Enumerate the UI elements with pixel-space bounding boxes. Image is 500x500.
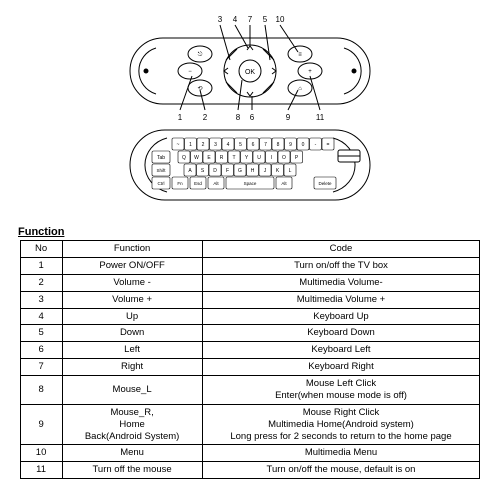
- svg-text:4: 4: [227, 142, 230, 148]
- svg-text:7: 7: [264, 142, 267, 148]
- table-row: 4UpKeyboard Up: [20, 308, 480, 325]
- svg-text:6: 6: [250, 113, 255, 122]
- callouts-top: 3 4 7 5 10: [218, 15, 285, 24]
- svg-text:8: 8: [236, 113, 241, 122]
- function-table: No Function Code 1Power ON/OFFTurn on/of…: [20, 240, 481, 479]
- svg-text:11: 11: [316, 113, 325, 122]
- svg-text:7: 7: [248, 15, 253, 24]
- svg-text:8: 8: [277, 142, 280, 148]
- svg-text:3: 3: [218, 15, 223, 24]
- table-row: 11Turn off the mouseTurn on/off the mous…: [20, 462, 480, 479]
- svg-text:5: 5: [239, 142, 242, 148]
- svg-text:Esd: Esd: [194, 181, 202, 186]
- svg-text:W: W: [194, 155, 199, 161]
- table-row: 6LeftKeyboard Left: [20, 342, 480, 359]
- device-diagram: OK ⎋ − ⟲ ≡ + ⌂: [10, 10, 490, 220]
- svg-text:4: 4: [233, 15, 238, 24]
- col-no: No: [20, 241, 62, 258]
- svg-text:F: F: [226, 168, 229, 174]
- svg-text:2: 2: [202, 142, 205, 148]
- table-row: 5DownKeyboard Down: [20, 325, 480, 342]
- svg-text:O: O: [282, 155, 286, 161]
- svg-text:Ctrl: Ctrl: [158, 181, 165, 186]
- section-title: Function: [18, 226, 490, 238]
- table-row: 1Power ON/OFFTurn on/off the TV box: [20, 257, 480, 274]
- svg-text:Fn: Fn: [177, 181, 183, 186]
- svg-text:R: R: [220, 155, 224, 161]
- svg-text:H: H: [251, 168, 255, 174]
- col-function: Function: [62, 241, 202, 258]
- svg-text:U: U: [257, 155, 261, 161]
- svg-text:Delete: Delete: [318, 181, 332, 186]
- svg-text:D: D: [213, 168, 217, 174]
- svg-text:⌂: ⌂: [298, 86, 302, 92]
- table-row: 3Volume +Multimedia Volume +: [20, 291, 480, 308]
- svg-text:Alt: Alt: [213, 181, 219, 186]
- svg-text:Q: Q: [182, 155, 186, 161]
- svg-text:9: 9: [286, 113, 291, 122]
- svg-text:T: T: [232, 155, 235, 161]
- svg-text:Space: Space: [244, 181, 257, 186]
- svg-text:Tab: Tab: [157, 155, 165, 161]
- table-row: 7RightKeyboard Right: [20, 359, 480, 376]
- svg-text:L: L: [289, 168, 292, 174]
- svg-text:0: 0: [302, 142, 305, 148]
- svg-text:9: 9: [289, 142, 292, 148]
- svg-text:−: −: [188, 69, 192, 75]
- callouts-bottom: 1 2 8 6 9 11: [178, 113, 325, 122]
- svg-text:Alt: Alt: [281, 181, 287, 186]
- svg-text:+: +: [308, 69, 312, 75]
- svg-text:1: 1: [189, 142, 192, 148]
- svg-text:1: 1: [178, 113, 183, 122]
- svg-text:5: 5: [263, 15, 268, 24]
- table-row: 9Mouse_R,HomeBack(Android System)Mouse R…: [20, 404, 480, 445]
- svg-text:6: 6: [252, 142, 255, 148]
- svg-text:Shift: Shift: [156, 168, 166, 173]
- svg-text:10: 10: [276, 15, 285, 24]
- svg-text:3: 3: [214, 142, 217, 148]
- table-row: 10MenuMultimedia Menu: [20, 445, 480, 462]
- table-row: 2Volume -Multimedia Volume-: [20, 274, 480, 291]
- svg-text:I: I: [271, 155, 272, 161]
- table-row: 8Mouse_LMouse Left ClickEnter(when mouse…: [20, 376, 480, 405]
- svg-text:2: 2: [203, 113, 208, 122]
- svg-text:G: G: [238, 168, 242, 174]
- svg-text:≡: ≡: [298, 52, 302, 58]
- svg-text:~: ~: [177, 142, 180, 148]
- ok-label: OK: [245, 69, 255, 76]
- svg-text:=: =: [327, 142, 330, 148]
- svg-text:⎋: ⎋: [198, 51, 203, 58]
- col-code: Code: [202, 241, 480, 258]
